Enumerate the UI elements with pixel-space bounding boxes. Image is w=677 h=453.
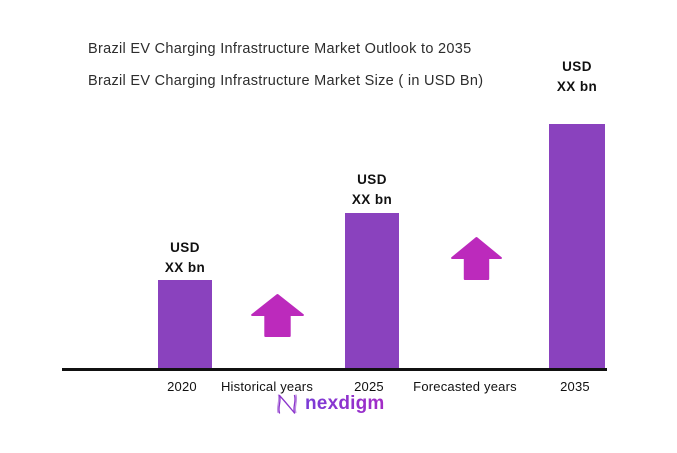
bar-value-2020-line2: XX bn xyxy=(164,260,206,275)
growth-arrow-icon-forecasted xyxy=(451,237,502,280)
bar-value-label-2020: USD XX bn xyxy=(140,238,230,278)
bar-value-2035-line1: USD xyxy=(562,59,592,74)
forecasted-years-label: Forecasted years xyxy=(413,379,517,394)
bar-2035 xyxy=(549,124,605,370)
bar-2020 xyxy=(158,280,212,370)
nexdigm-logo: nexdigm xyxy=(274,391,385,417)
bar-value-label-2025: USD XX bn xyxy=(327,170,417,210)
growth-arrow-icon-historical xyxy=(251,294,304,337)
bar-value-2035-line2: XX bn xyxy=(556,79,598,94)
nexdigm-n-icon xyxy=(277,394,298,414)
historical-years-label: Historical years xyxy=(220,379,314,394)
x-tick-2035: 2035 xyxy=(560,379,590,394)
x-axis xyxy=(62,368,607,371)
bar-value-2025-line1: USD xyxy=(357,172,387,187)
x-tick-2020: 2020 xyxy=(167,379,197,394)
x-tick-2025: 2025 xyxy=(354,379,384,394)
nexdigm-wordmark: nexdigm xyxy=(305,393,385,414)
bar-value-label-2035: USD XX bn xyxy=(532,57,622,97)
bar-value-2020-line1: USD xyxy=(170,240,200,255)
bar-2025 xyxy=(345,213,399,370)
bar-value-2025-line2: XX bn xyxy=(351,192,393,207)
chart-title: Brazil EV Charging Infrastructure Market… xyxy=(88,41,472,57)
chart-subtitle: Brazil EV Charging Infrastructure Market… xyxy=(88,73,484,89)
